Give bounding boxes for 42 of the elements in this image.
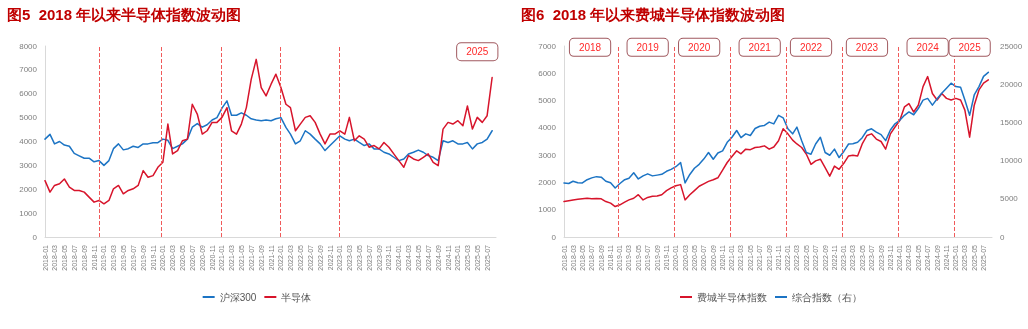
y-tick-label: 6000	[19, 89, 38, 99]
y2-tick-label: 15000	[1000, 117, 1023, 127]
y-tick-label: 4000	[538, 123, 557, 133]
annotation: 2022	[799, 41, 823, 53]
annotation: 2019	[636, 41, 660, 53]
y-tick-label: 6000	[538, 68, 557, 78]
chart-title: 图6 2018 年以来费城半导体指数波动图	[521, 6, 786, 23]
legend-label: 半导体	[281, 291, 312, 303]
y2-tick-label: 5000	[1000, 194, 1019, 204]
annotation: 2023	[855, 41, 879, 53]
y2-tick-label: 10000	[1000, 156, 1023, 166]
y-tick-label: 4000	[19, 137, 38, 146]
y-tick-label: 5000	[19, 113, 38, 123]
annotation: 2025	[958, 41, 982, 53]
annotation: 2024	[916, 41, 940, 53]
annotation: 2025	[466, 46, 489, 58]
y2-tick-label: 0	[1000, 232, 1005, 242]
y2-tick-label: 20000	[1000, 79, 1023, 89]
chart-title: 图5 2018 年以来半导体指数波动图	[7, 6, 242, 23]
line-series	[44, 58, 493, 205]
y-tick-label: 2000	[538, 177, 557, 187]
line-series	[44, 100, 493, 167]
annotation: 2020	[688, 41, 711, 53]
y-tick-label: 1000	[19, 208, 38, 218]
annotation: 2021	[748, 41, 772, 53]
line-series	[563, 71, 990, 189]
y-tick-label: 7000	[538, 41, 557, 51]
y-tick-label: 3000	[538, 150, 557, 160]
y-tick-label: 5000	[538, 96, 557, 106]
annotation: 2018	[578, 41, 602, 53]
y-tick-label: 0	[32, 232, 38, 242]
legend-label: 综合指数（右）	[792, 291, 862, 303]
y-tick-label: 8000	[19, 41, 38, 51]
y-tick-label: 7000	[19, 65, 38, 75]
y-tick-label: 1000	[538, 205, 557, 215]
legend-label: 费城半导体指数	[697, 291, 767, 303]
y2-tick-label: 25000	[1000, 41, 1023, 51]
legend-label: 沪深300	[219, 291, 257, 303]
y-tick-label: 2000	[19, 184, 38, 194]
y-tick-label: 0	[551, 232, 557, 242]
line-series	[563, 75, 990, 208]
y-tick-label: 3000	[19, 160, 38, 170]
